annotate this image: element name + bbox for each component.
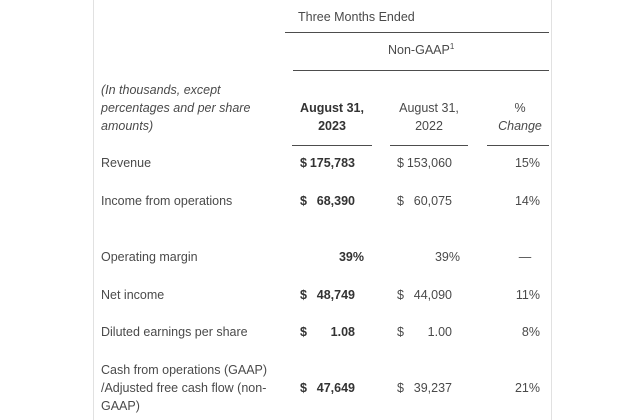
col-2023-rule bbox=[292, 145, 372, 146]
basis-footnote: 1 bbox=[449, 41, 455, 51]
period-header: Three Months Ended bbox=[298, 10, 415, 24]
cash-ops-2023-currency: $ bbox=[300, 381, 307, 395]
net-income-2022-value: 44,090 bbox=[413, 288, 452, 302]
col-2022-rule bbox=[390, 145, 468, 146]
table-frame bbox=[93, 0, 552, 420]
net-income-change: 11% bbox=[515, 288, 540, 302]
basis-header: Non-GAAP1 bbox=[388, 41, 454, 59]
cash-ops-change: 21% bbox=[514, 381, 540, 395]
income-ops-change: 14% bbox=[514, 194, 540, 208]
row-label-net-income: Net income bbox=[101, 288, 165, 302]
diluted-eps-2023-value: 1.08 bbox=[330, 325, 355, 339]
row-label-revenue: Revenue bbox=[101, 156, 152, 170]
net-income-2023-value: 48,749 bbox=[316, 288, 355, 302]
col-2023-header-line2: 2023 bbox=[318, 119, 346, 133]
operating-margin-change: — bbox=[518, 250, 532, 264]
col-change-header-line1: % bbox=[514, 101, 526, 115]
row-label-cash-from-operations-line1: Cash from operations (GAAP) bbox=[101, 363, 268, 377]
revenue-2023-value: 175,783 bbox=[309, 156, 355, 170]
basis-label: Non-GAAP bbox=[388, 43, 450, 57]
income-ops-2022-value: 60,075 bbox=[413, 194, 452, 208]
period-rule bbox=[285, 32, 549, 33]
units-note: (In thousands, except percentages and pe… bbox=[101, 83, 251, 133]
diluted-eps-change: 8% bbox=[521, 325, 540, 339]
revenue-change: 15% bbox=[514, 156, 540, 170]
col-2022-header-line2: 2022 bbox=[415, 119, 443, 133]
net-income-2023-currency: $ bbox=[300, 288, 307, 302]
cash-ops-2022-value: 39,237 bbox=[413, 381, 452, 395]
basis-rule bbox=[293, 70, 549, 71]
cash-ops-2023-value: 47,649 bbox=[316, 381, 355, 395]
income-ops-2023-value: 68,390 bbox=[316, 194, 355, 208]
net-income-2022-currency: $ bbox=[397, 288, 404, 302]
col-2022-header-line1: August 31, bbox=[399, 101, 459, 115]
income-ops-2022-currency: $ bbox=[397, 194, 404, 208]
operating-margin-2022-value: 39% bbox=[434, 250, 460, 264]
diluted-eps-2022-value: 1.00 bbox=[427, 325, 452, 339]
col-2023-header-line1: August 31, bbox=[300, 101, 364, 115]
diluted-eps-2023-currency: $ bbox=[300, 325, 307, 339]
cash-ops-2022-currency: $ bbox=[397, 381, 404, 395]
revenue-2022-currency: $ bbox=[397, 156, 404, 170]
income-ops-2023-currency: $ bbox=[300, 194, 307, 208]
operating-margin-2023-value: 39% bbox=[338, 250, 364, 264]
revenue-2023-currency: $ bbox=[300, 156, 307, 170]
row-label-cash-from-operations-line3: GAAP) bbox=[101, 399, 140, 413]
diluted-eps-2022-currency: $ bbox=[397, 325, 404, 339]
col-change-rule bbox=[487, 145, 549, 146]
revenue-2022-value: 153,060 bbox=[406, 156, 452, 170]
row-label-diluted-eps: Diluted earnings per share bbox=[101, 325, 248, 339]
row-label-cash-from-operations-line2: /Adjusted free cash flow (non- bbox=[101, 381, 267, 395]
row-label-income-from-operations: Income from operations bbox=[101, 194, 233, 208]
row-label-operating-margin: Operating margin bbox=[101, 250, 198, 264]
col-change-header-line2: Change bbox=[498, 119, 542, 133]
